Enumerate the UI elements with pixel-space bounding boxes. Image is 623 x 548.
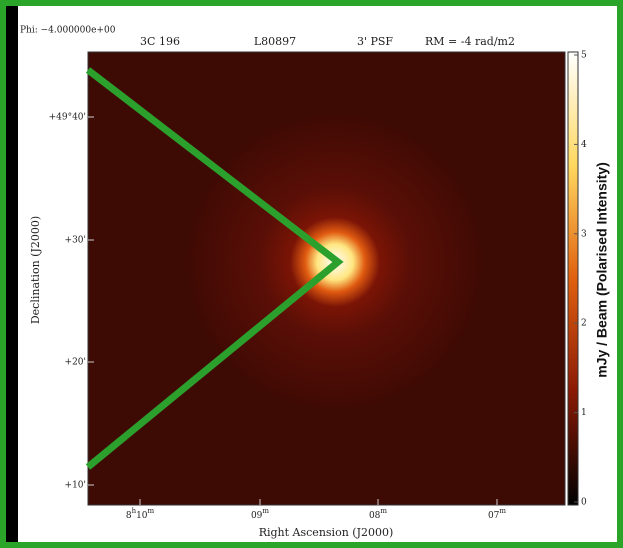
x-tick-label: 07m: [488, 507, 506, 521]
tick-superscript: m: [262, 507, 269, 515]
annotation-arrow: [85, 67, 344, 470]
tick-superscript: m: [380, 507, 387, 515]
y-tick-label: +49°40': [49, 113, 86, 123]
tick-superscript: m: [499, 507, 506, 515]
colorbar-title: mJy / Beam (Polarised Intensity): [594, 162, 610, 378]
colorbar-tick-label: 4: [581, 140, 587, 150]
psf-label: 3' PSF: [357, 35, 393, 48]
colorbar-tick-label: 5: [581, 51, 587, 61]
tick-superscript: h: [132, 507, 137, 515]
y-tick-label: +20': [65, 358, 86, 368]
source-label: 3C 196: [140, 35, 180, 48]
side-strip: [6, 6, 18, 542]
x-tick-label: 09m: [251, 507, 269, 521]
colorbar-tick-label: 2: [581, 319, 587, 329]
colorbar-tick-label: 3: [581, 229, 587, 239]
colorbar-tick-label: 0: [581, 498, 587, 508]
tick-number: 8: [126, 511, 132, 521]
x-axis-title: Right Ascension (J2000): [259, 526, 394, 539]
y-axis-title: Declination (J2000): [29, 216, 42, 324]
tick-number: 10: [136, 511, 148, 521]
tick-number: 07: [488, 511, 500, 521]
x-tick-label: 08m: [369, 507, 387, 521]
tick-number: 09: [251, 511, 263, 521]
y-tick-label: +10': [65, 481, 86, 491]
phi-label: Phi: −4.000000e+00: [20, 26, 116, 36]
colorbar: [567, 51, 579, 506]
y-tick-label: +30': [65, 236, 86, 246]
tick-superscript: m: [148, 507, 155, 515]
obs-label: L80897: [254, 35, 296, 48]
image: [87, 51, 566, 506]
tick-number: 08: [369, 511, 381, 521]
x-tick-label: 8h10m: [126, 507, 155, 521]
colorbar-tick-label: 1: [581, 408, 587, 418]
rm-label: RM = -4 rad/m2: [425, 35, 515, 48]
